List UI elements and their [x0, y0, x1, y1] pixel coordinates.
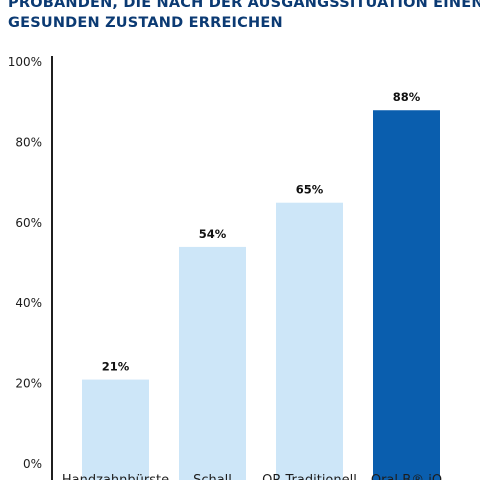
category-label: Handzahnbürste	[62, 473, 169, 480]
y-tick-label: 20%	[15, 377, 42, 391]
bars	[82, 110, 440, 480]
value-labels: 21% 54% 65% 88%	[102, 90, 421, 373]
category-label: OR Traditionell	[262, 473, 357, 480]
bar	[373, 110, 440, 480]
category-label: Schall	[193, 473, 232, 480]
y-tick-label: 80%	[15, 135, 42, 149]
y-tick-label: 0%	[23, 457, 42, 471]
bar	[82, 379, 149, 480]
y-axis: 0% 20% 40% 60% 80% 100%	[8, 55, 53, 480]
chart-title-line-1: PROBANDEN, DIE NACH DER AUSGANGSSITUATIO…	[8, 0, 480, 11]
category-label: Oral-B® iO	[371, 473, 442, 480]
y-tick-label: 100%	[8, 55, 42, 69]
chart-title: PROBANDEN, DIE NACH DER AUSGANGSSITUATIO…	[8, 0, 480, 33]
bar-value-label: 65%	[296, 183, 324, 197]
bar	[276, 202, 343, 480]
category-labels: Handzahnbürste Schall OR Traditionell Oral-…	[62, 473, 442, 480]
y-tick-label: 60%	[15, 216, 42, 230]
chart-title-line-2: GESUNDEN ZUSTAND ERREICHEN	[8, 15, 283, 31]
bar-value-label: 21%	[102, 360, 130, 374]
bar	[179, 246, 246, 480]
bar-value-label: 88%	[393, 90, 421, 104]
y-tick-label: 40%	[15, 296, 42, 310]
bar-value-label: 54%	[199, 227, 227, 241]
